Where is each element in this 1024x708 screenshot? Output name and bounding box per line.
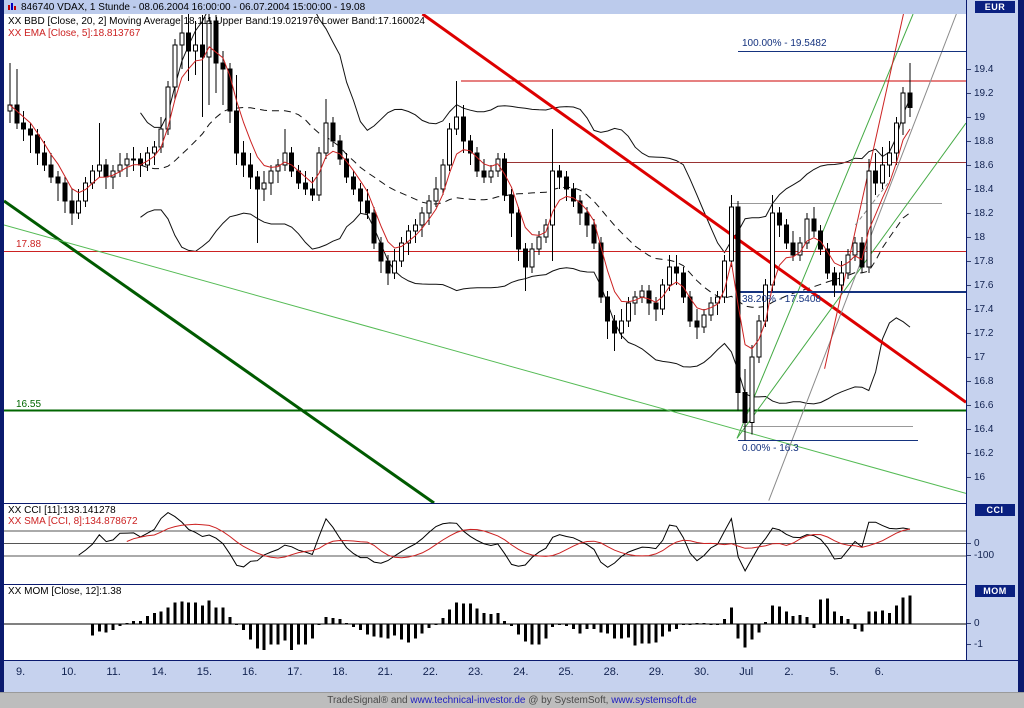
footer-text: @ by SystemSoft, [525, 695, 612, 706]
axis-tick [967, 332, 971, 334]
price-tick-label: 18.4 [974, 183, 994, 195]
axis-tick [967, 356, 971, 358]
price-tick-label: 19.4 [974, 64, 994, 76]
date-label: 29. [648, 666, 665, 678]
fib-level-label: 0.00% - 16.3 [742, 442, 799, 454]
date-label: 23. [468, 666, 484, 678]
price-tick-label: 19.2 [974, 88, 994, 100]
date-label: 11. [106, 666, 121, 678]
axis-tick [967, 452, 971, 454]
axis-tick [967, 165, 971, 166]
date-label: 2. [784, 666, 794, 678]
date-label: 18. [332, 666, 348, 678]
axis-tick [967, 188, 971, 190]
date-label: 15. [196, 666, 213, 678]
price-tick-label: 17.6 [974, 279, 994, 291]
axis-tick [967, 236, 971, 238]
price-tick-label: 17.8 [974, 255, 994, 267]
axis-tick [967, 476, 971, 478]
cci-plot[interactable] [4, 504, 966, 583]
axis-tick [967, 260, 971, 262]
cci-badge: CCI [975, 504, 1015, 516]
momentum-tick-label: 0 [974, 618, 980, 630]
cci-panel[interactable]: XX CCI [11]:133.141278 XX SMA [CCI, 8]:1… [4, 503, 966, 584]
footer-link[interactable]: www.systemsoft.de [611, 695, 697, 706]
axis-tick [967, 141, 971, 143]
fib-level-label: 38.20% - 17.5408 [742, 293, 821, 305]
price-tick-label: 16 [974, 471, 986, 483]
date-label: 22. [422, 666, 439, 678]
date-label: 14. [151, 666, 167, 678]
price-tick-label: 18.8 [974, 136, 994, 148]
price-tick-label: 16.6 [974, 399, 994, 411]
axis-tick [967, 284, 971, 286]
axis-tick [967, 428, 971, 430]
footer-text: TradeSignal® and [327, 695, 411, 706]
currency-badge: EUR [975, 1, 1015, 13]
price-chart[interactable]: XX BBD [Close, 20, 2] Moving Average:18.… [4, 14, 966, 503]
price-tick-label: 18 [974, 231, 986, 243]
price-axis[interactable]: EUR CCI MOM 19.4 19.2 19 18.8 18.6 18.4 18.2 18… [966, 0, 1018, 660]
instrument-title[interactable]: 846740 VDAX, 1 Stunde - 08.06.2004 16:00… [21, 1, 366, 13]
axis-tick [967, 93, 971, 95]
date-label: 17. [287, 666, 303, 678]
axis-tick [967, 308, 971, 310]
cci-sma-legend[interactable]: XX SMA [CCI, 8]:134.878672 [8, 516, 138, 527]
price-tick-label: 17.2 [974, 327, 994, 339]
price-line-label: 16.55 [16, 398, 42, 410]
ema-legend[interactable]: XX EMA [Close, 5]:18.813767 [8, 28, 141, 39]
cci-legend[interactable]: XX CCI [11]:133.141278 [8, 505, 116, 516]
price-tick-label: 18.6 [974, 160, 994, 171]
time-axis[interactable]: 9. 10. 11. 14. 15. 16. 17. 18. 21. 22. 23. 24. 25. 28… [4, 660, 1018, 692]
price-tick-label: 18.2 [974, 207, 994, 219]
date-label: 30. [694, 666, 710, 678]
date-label: 5. [829, 666, 839, 678]
axis-tick [967, 554, 971, 556]
momentum-badge: MOM [975, 585, 1015, 597]
price-tick-label: 17 [974, 351, 986, 363]
momentum-legend[interactable]: XX MOM [Close, 12]:1.38 [8, 586, 122, 597]
momentum-panel[interactable]: XX MOM [Close, 12]:1.38 [4, 584, 966, 660]
date-label: 6. [874, 666, 884, 678]
price-tick-label: 19 [974, 112, 986, 124]
status-bar: TradeSignal® and www.technical-investor.… [0, 692, 1024, 708]
date-label: 24. [513, 666, 529, 678]
date-label: 10. [61, 666, 77, 678]
instrument-icon [7, 2, 17, 12]
axis-tick [967, 542, 971, 544]
price-tick-label: 16.4 [974, 423, 994, 435]
axis-tick [967, 643, 971, 645]
date-label: Jul [739, 666, 754, 678]
cci-tick-label: 0 [974, 537, 980, 549]
date-label: 21. [377, 666, 393, 678]
axis-tick [967, 69, 971, 71]
axis-tick [967, 117, 971, 119]
price-tick-label: 17.4 [974, 303, 994, 315]
date-label: 25. [558, 666, 574, 678]
date-label: 9. [16, 666, 26, 678]
price-tick-label: 16.2 [974, 447, 994, 459]
cci-tick-label: -100 [974, 549, 995, 561]
date-label: 16. [242, 666, 258, 678]
bollinger-legend[interactable]: XX BBD [Close, 20, 2] Moving Average:18.… [8, 16, 425, 27]
fib-level-label: 100.00% - 19.5482 [742, 38, 827, 50]
axis-tick [967, 380, 971, 382]
momentum-tick-label: -1 [974, 638, 983, 650]
axis-tick [967, 623, 971, 625]
price-line-label: 17.88 [16, 239, 42, 251]
price-tick-label: 16.8 [974, 375, 994, 387]
momentum-plot[interactable] [4, 585, 966, 659]
chart-title-bar: 846740 VDAX, 1 Stunde - 08.06.2004 16:00… [4, 0, 966, 14]
footer-link[interactable]: www.technical-investor.de [410, 695, 526, 706]
axis-tick [967, 212, 971, 214]
date-label: 28. [603, 666, 619, 678]
axis-tick [967, 404, 971, 406]
price-plot[interactable] [4, 14, 966, 503]
